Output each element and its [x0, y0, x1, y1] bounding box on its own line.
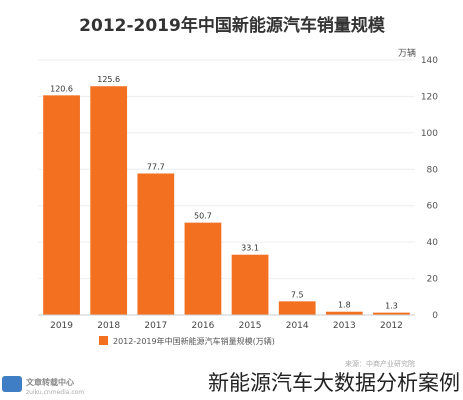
x-tick-label: 2017	[144, 321, 167, 331]
data-label: 125.6	[97, 75, 120, 84]
y-tick-label: 120	[421, 92, 438, 102]
bar	[137, 173, 175, 315]
bar	[43, 95, 80, 315]
x-axis-ticks: 2019 2018 2017 2016 2015 2014 2013 2012	[50, 321, 403, 331]
x-tick-label: 2013	[333, 321, 356, 331]
watermark-name: 文章转载中心	[26, 377, 74, 387]
x-tick-label: 2015	[239, 321, 262, 331]
legend: 2012-2019年中国新能源汽车销量规模(万辆)	[99, 336, 275, 346]
bar	[278, 301, 316, 315]
watermark-url: zuiku.cnmedia.com	[26, 389, 84, 396]
caption: 新能源汽车大数据分析案例	[208, 371, 460, 395]
x-tick-label: 2012	[380, 321, 403, 331]
y-tick-label: 80	[427, 165, 439, 175]
chart-title: 2012-2019年中国新能源汽车销量规模	[79, 15, 386, 36]
y-tick-label: 100	[421, 129, 438, 139]
x-tick-label: 2018	[97, 321, 120, 331]
x-tick-label: 2016	[191, 321, 214, 331]
data-label: 33.1	[241, 244, 259, 253]
bar	[231, 254, 269, 315]
watermark-icon	[2, 376, 22, 392]
legend-swatch	[99, 336, 108, 345]
y-tick-label: 140	[421, 56, 438, 66]
y-axis-ticks: 0 20 40 60 80 100 120 140	[421, 56, 438, 321]
data-label: 77.7	[147, 162, 165, 171]
legend-label: 2012-2019年中国新能源汽车销量规模(万辆)	[113, 336, 275, 346]
data-label: 120.6	[50, 84, 73, 93]
y-tick-label: 60	[427, 202, 439, 212]
source-note: 来源：中商产业研究院	[345, 359, 415, 368]
y-tick-label: 0	[432, 311, 438, 321]
data-label: 50.7	[194, 212, 212, 221]
data-labels: 120.6 125.6 77.7 50.7 33.1 7.5 1.8 1.3	[50, 75, 398, 310]
y-tick-label: 40	[427, 238, 439, 248]
x-tick-label: 2014	[286, 321, 309, 331]
data-label: 7.5	[291, 290, 304, 299]
y-axis-unit-label: 万辆	[398, 47, 416, 59]
bar	[373, 312, 410, 315]
bar	[90, 86, 128, 315]
bar	[325, 311, 363, 315]
bars	[43, 86, 410, 315]
data-label: 1.3	[385, 302, 398, 311]
data-label: 1.8	[338, 301, 351, 310]
bar	[184, 222, 222, 315]
y-tick-label: 20	[427, 275, 439, 285]
x-tick-label: 2019	[50, 321, 73, 331]
watermark-logo: 文章转载中心 zuiku.cnmedia.com	[2, 376, 84, 396]
